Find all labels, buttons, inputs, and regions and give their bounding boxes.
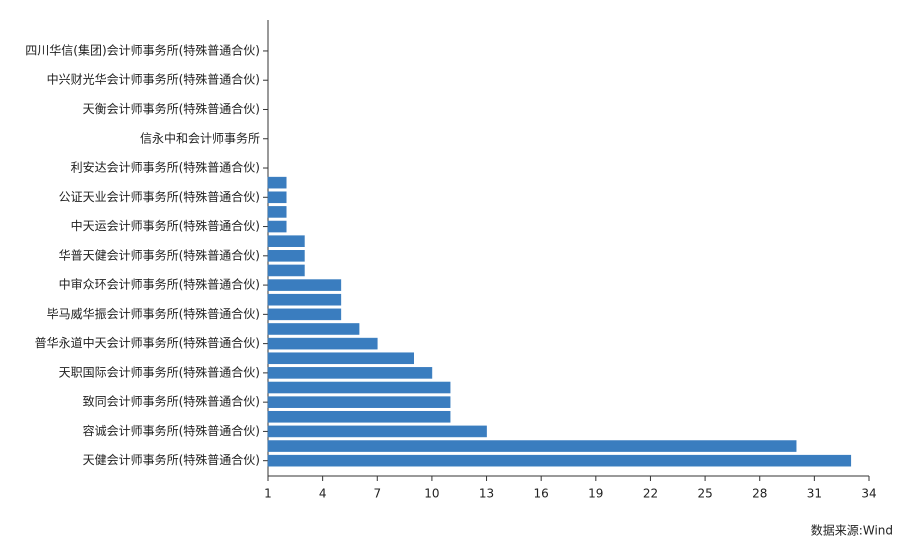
bar [267,220,287,233]
bar [267,279,342,291]
y-tick-label: 中兴财光华会计师事务所(特殊普通合伙) [47,72,260,87]
x-tick-label: 4 [319,487,327,501]
bar [267,337,378,350]
bar [267,235,305,247]
x-tick-label: 16 [534,487,549,501]
bar [267,176,287,189]
bar [267,191,287,204]
x-tick-label: 28 [752,487,767,501]
y-tick-label: 利安达会计师事务所(特殊普通合伙) [71,160,260,175]
bar [267,352,414,365]
y-tick-label: 天职国际会计师事务所(特殊普通合伙) [59,364,260,379]
bar [267,264,305,277]
bar [267,410,451,423]
y-tick-label: 中天运会计师事务所(特殊普通合伙) [71,218,260,233]
bar [267,367,433,379]
y-tick-label: 公证天业会计师事务所(特殊普通合伙) [59,189,260,204]
y-tick-label: 中审众环会计师事务所(特殊普通合伙) [59,277,260,292]
bar [267,293,342,306]
y-tick-label: 四川华信(集团)会计师事务所(特殊普通合伙) [25,42,260,57]
y-tick-label: 信永中和会计师事务所 [140,130,260,145]
bar [267,381,451,394]
x-tick-label: 10 [424,487,439,501]
x-tick-label: 19 [588,487,603,501]
x-tick-label: 7 [373,487,381,501]
y-tick-label: 致同会计师事务所(特殊普通合伙) [83,394,260,409]
y-tick-label: 华普天健会计师事务所(特殊普通合伙) [59,247,260,262]
y-tick-label: 容诚会计师事务所(特殊普通合伙) [83,423,260,438]
y-tick-label: 天健会计师事务所(特殊普通合伙) [83,452,260,467]
x-tick-label: 34 [861,487,876,501]
y-tick-label: 普华永道中天会计师事务所(特殊普通合伙) [35,335,260,350]
x-tick-label: 1 [264,487,272,501]
bar [267,454,852,467]
y-tick-label: 毕马威华振会计师事务所(特殊普通合伙) [47,306,260,321]
bar [267,250,305,262]
source-note: 数据来源:Wind [811,523,893,538]
bar [267,323,360,335]
bar [267,308,342,321]
bar [267,396,451,408]
y-tick-label: 天衡会计师事务所(特殊普通合伙) [83,101,260,116]
x-tick-label: 31 [807,487,822,501]
x-tick-label: 22 [643,487,658,501]
x-tick-label: 25 [697,487,712,501]
bar [267,440,797,452]
bar [267,425,487,438]
x-tick-label: 13 [479,487,494,501]
bar [267,206,287,218]
